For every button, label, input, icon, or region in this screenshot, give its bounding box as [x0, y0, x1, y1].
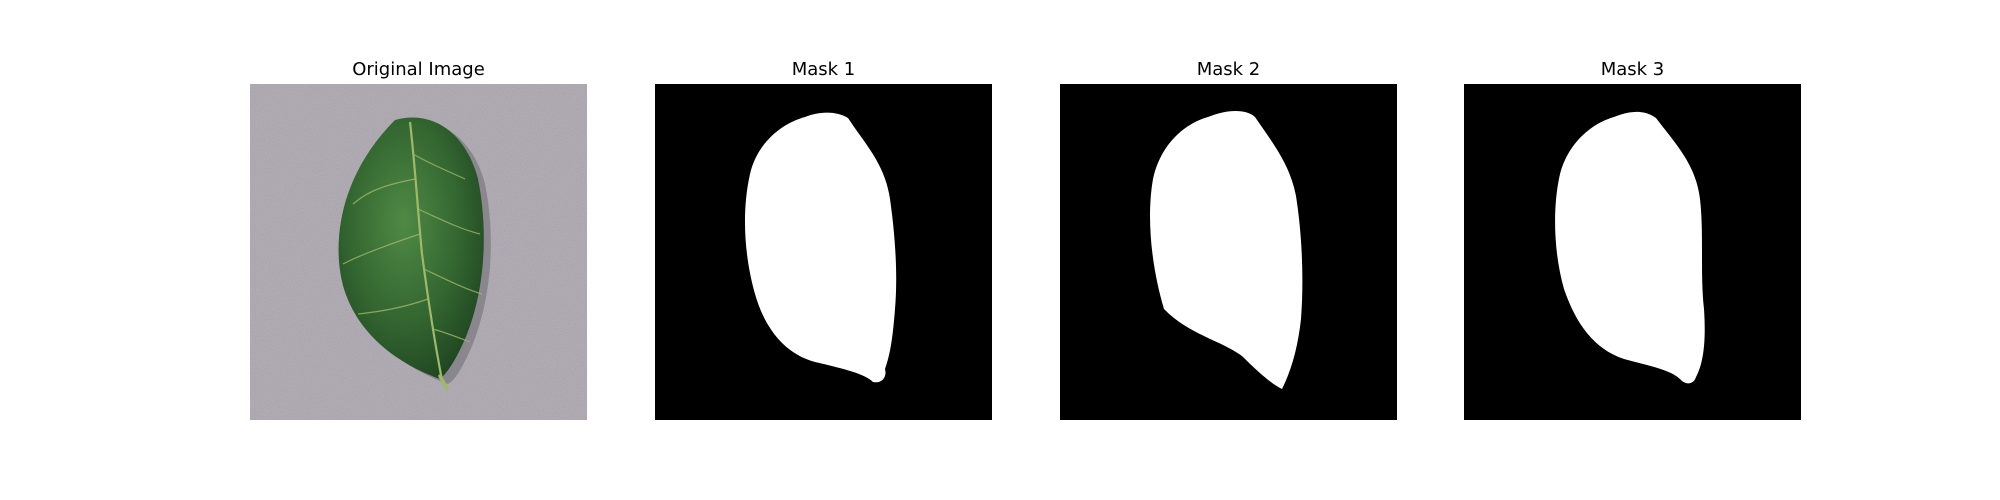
panel-mask-3: Mask 3	[1464, 57, 1801, 451]
leaf-stem	[438, 374, 449, 391]
mask-region	[1555, 111, 1705, 384]
leaf-vein	[417, 208, 481, 235]
mask-1-image	[655, 84, 992, 420]
mask-3-image	[1464, 84, 1801, 420]
panel-title: Mask 1	[791, 59, 856, 80]
mask-region	[1150, 110, 1303, 389]
panel-mask-2: Mask 2	[1060, 57, 1397, 451]
leaf-vein	[352, 178, 416, 205]
mask-region	[744, 112, 897, 383]
leaf-blade	[338, 117, 484, 379]
leaf-vein	[357, 298, 429, 315]
panel-original-image: Original Image	[250, 57, 587, 451]
leaf-photo	[250, 84, 587, 420]
leaf-vein	[412, 153, 466, 180]
panel-title: Mask 2	[1196, 59, 1261, 80]
panel-title: Mask 3	[1600, 59, 1665, 80]
panel-title: Original Image	[352, 59, 485, 80]
panel-mask-1: Mask 1	[655, 57, 992, 451]
leaf-vein	[423, 268, 483, 295]
leaf-vein	[432, 328, 471, 343]
leaf-midrib	[408, 121, 444, 381]
mask-2-image	[1060, 84, 1397, 420]
leaf-vein	[342, 233, 421, 265]
